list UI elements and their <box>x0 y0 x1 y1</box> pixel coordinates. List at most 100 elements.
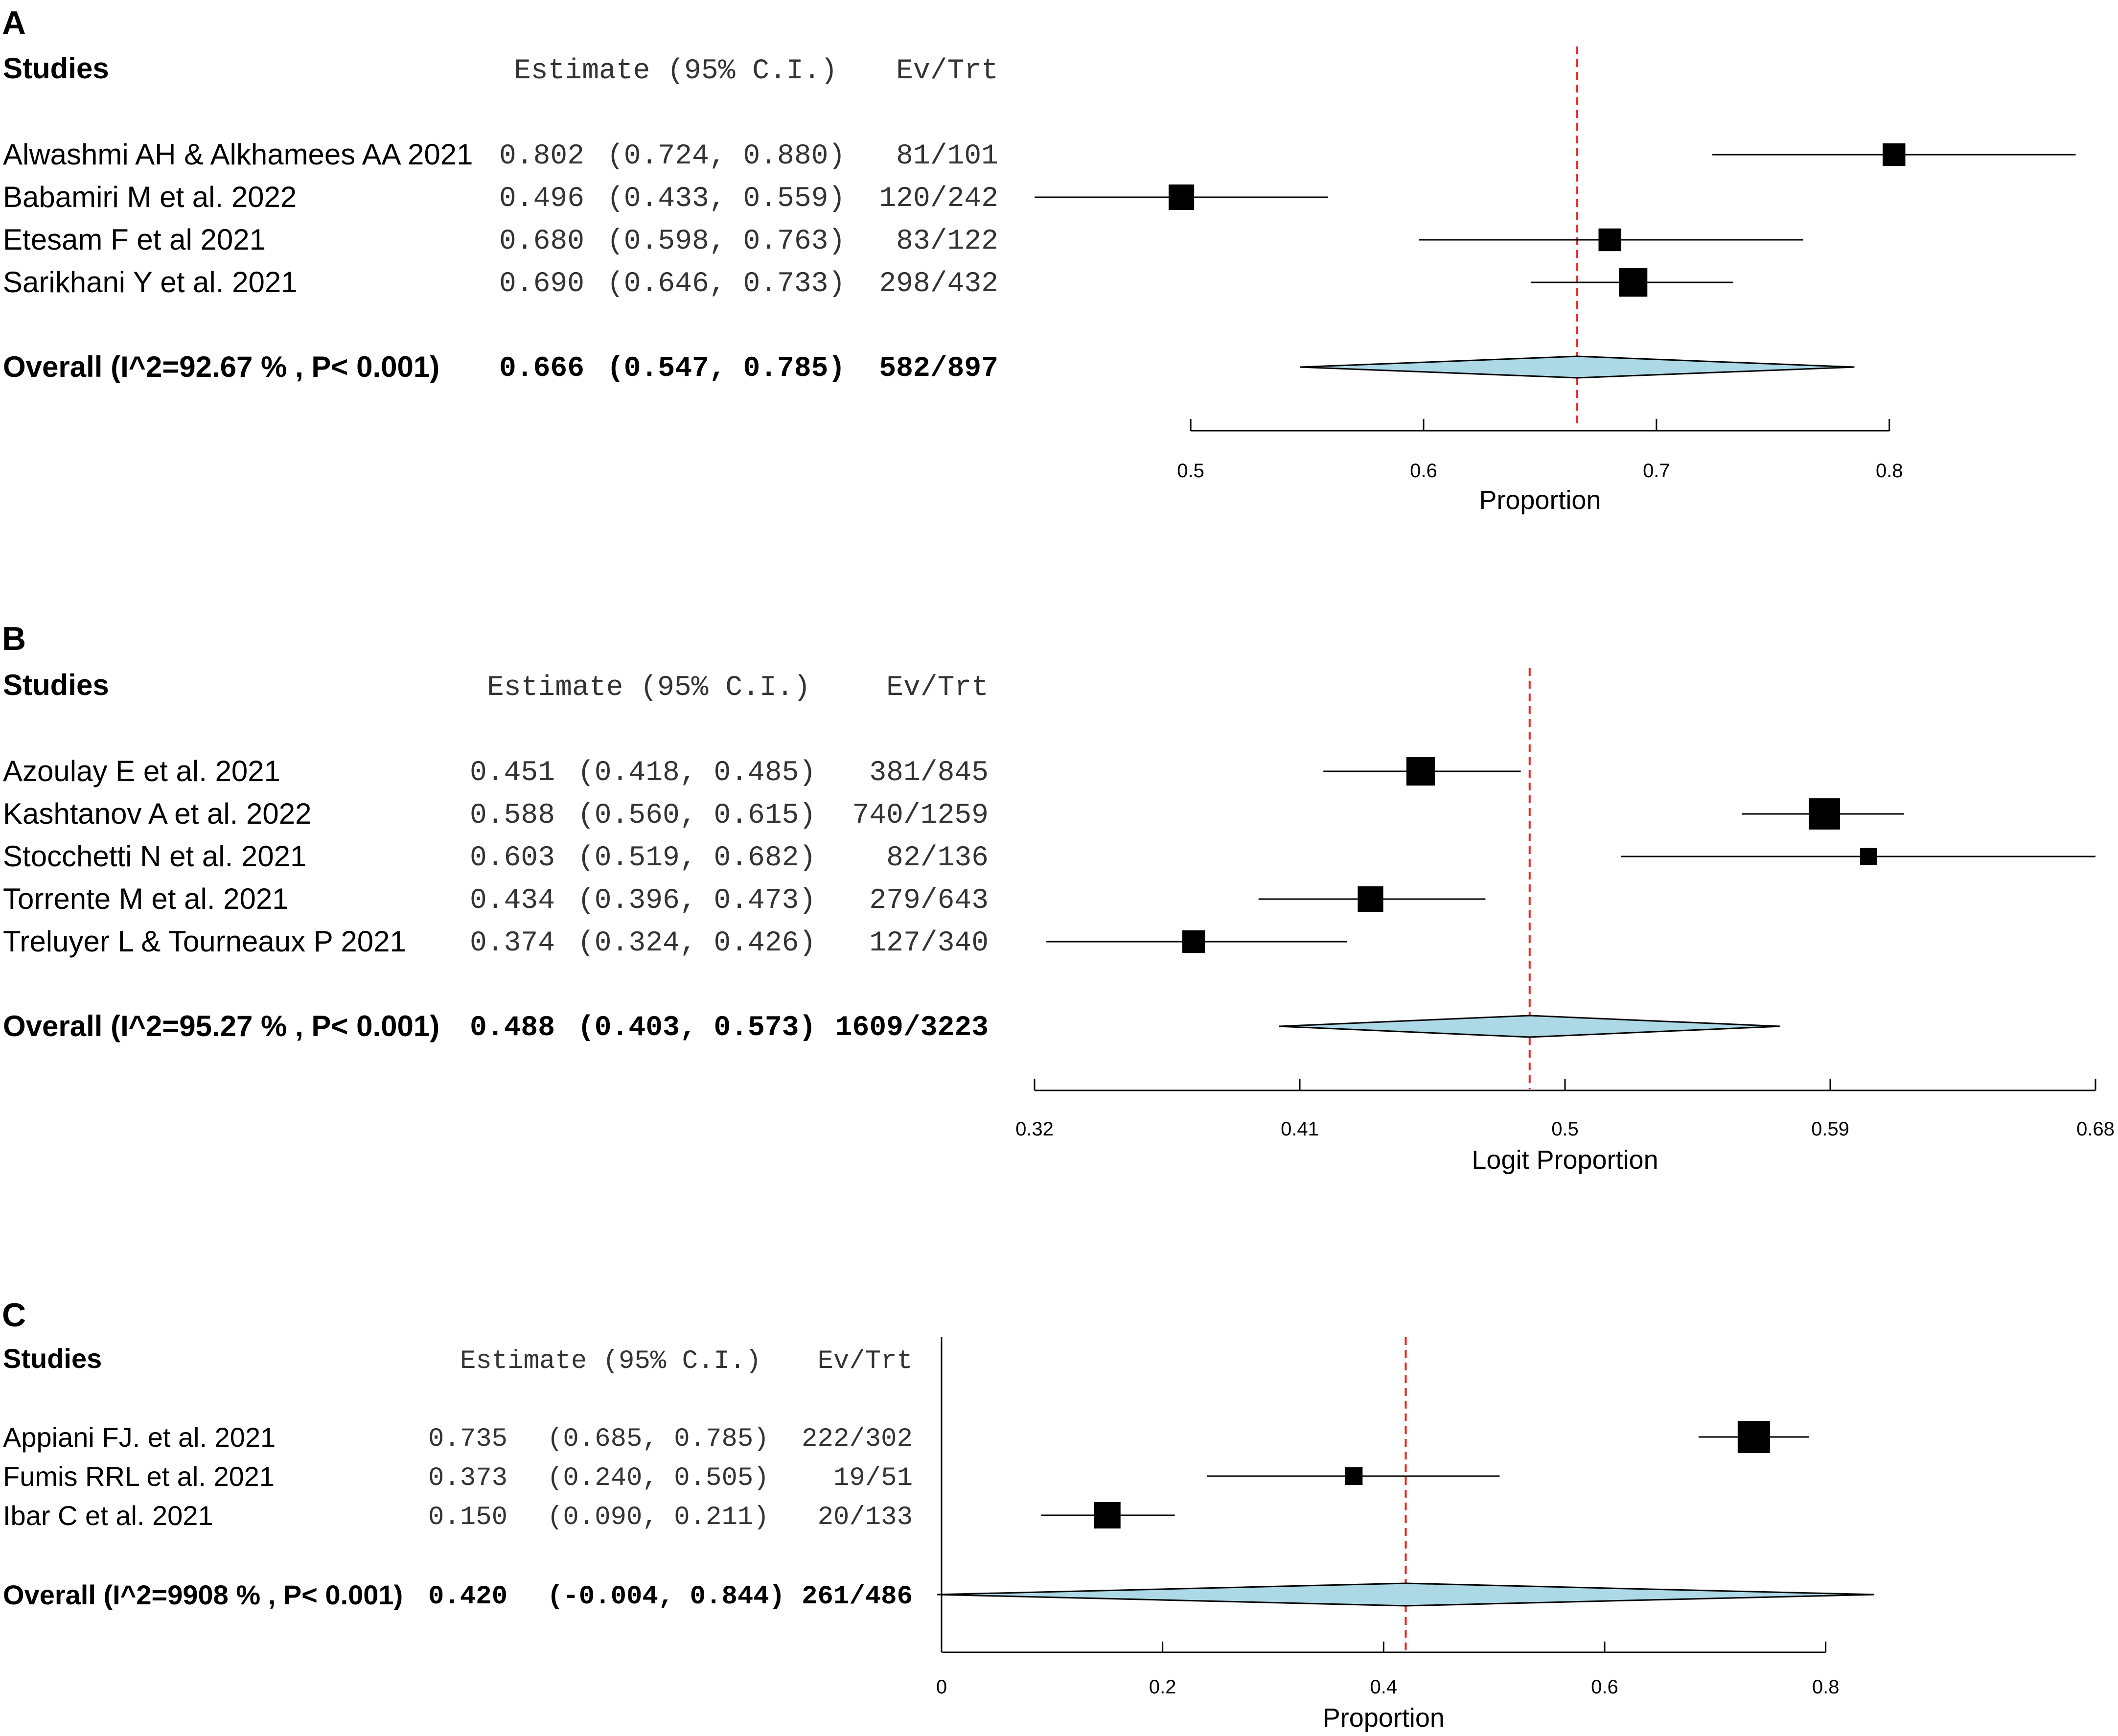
study-row: Babamiri M et al. 2022 0.496 (0.433, 0.559… <box>3 181 1328 215</box>
header-evtrt: Ev/Trt <box>818 1346 913 1376</box>
x-axis: 0.5 0.6 0.7 0.8 Proportion <box>1177 419 1903 515</box>
study-ci: (0.519, 0.682) <box>577 842 816 874</box>
forest-panel-b: B Studies Estimate (95% C.I.) Ev/Trt Azoulay… <box>2 620 2115 1175</box>
study-estimate: 0.735 <box>428 1424 507 1454</box>
study-name: Babamiri M et al. 2022 <box>3 181 297 213</box>
overall-evtrt: 1609/3223 <box>835 1012 989 1044</box>
estimate-box <box>1094 1502 1121 1528</box>
study-row: Fumis RRL et al. 2021 0.373 (0.240, 0.505)… <box>3 1461 1500 1493</box>
study-name: Torrente M et al. 2021 <box>3 882 289 915</box>
study-name: Kashtanov A et al. 2022 <box>3 797 312 830</box>
study-estimate: 0.150 <box>428 1503 507 1532</box>
x-tick-label: 0.5 <box>1177 460 1204 482</box>
study-estimate: 0.802 <box>499 140 584 172</box>
study-ci: (0.090, 0.211) <box>547 1503 769 1532</box>
x-tick-label: 0.6 <box>1591 1676 1618 1698</box>
x-tick-label: 0.8 <box>1812 1676 1840 1698</box>
study-name: Treluyer L & Tourneaux P 2021 <box>3 925 406 958</box>
study-evtrt: 81/101 <box>896 140 998 172</box>
overall-row: Overall (I^2=9908 % , P< 0.001) 0.420 (-0.… <box>3 1579 1875 1612</box>
header-studies: Studies <box>3 1343 102 1374</box>
estimate-box <box>1406 757 1435 786</box>
study-name: Etesam F et al 2021 <box>3 223 266 256</box>
study-evtrt: 19/51 <box>833 1463 913 1493</box>
estimate-box <box>1883 143 1906 166</box>
study-evtrt: 279/643 <box>869 885 989 917</box>
estimate-box <box>1619 268 1648 297</box>
study-evtrt: 222/302 <box>802 1424 913 1454</box>
overall-ci: (0.547, 0.785) <box>607 353 845 385</box>
estimate-box <box>1358 886 1383 912</box>
study-evtrt: 381/845 <box>869 757 989 789</box>
overall-estimate: 0.488 <box>470 1012 555 1044</box>
study-estimate: 0.588 <box>470 800 555 832</box>
overall-estimate: 0.420 <box>428 1582 507 1612</box>
study-estimate: 0.680 <box>499 226 584 257</box>
overall-estimate: 0.666 <box>499 353 584 385</box>
overall-diamond <box>1279 1015 1780 1038</box>
header-evtrt: Ev/Trt <box>886 672 989 704</box>
study-name: Fumis RRL et al. 2021 <box>3 1461 275 1492</box>
study-ci: (0.240, 0.505) <box>547 1463 769 1493</box>
study-row: Alwashmi AH & Alkhamees AA 2021 0.802 (0.7… <box>3 138 2076 172</box>
study-name: Ibar C et al. 2021 <box>3 1500 213 1531</box>
x-axis: 0 0.2 0.4 0.6 0.8 Proportion <box>936 1642 1840 1733</box>
study-ci: (0.418, 0.485) <box>577 757 816 789</box>
header-estimate: Estimate (95% C.I.) <box>487 672 810 704</box>
x-axis-label: Proportion <box>1479 486 1601 515</box>
study-name: Sarikhani Y et al. 2021 <box>3 266 298 299</box>
overall-diamond <box>1300 355 1855 379</box>
study-evtrt: 120/242 <box>879 183 998 215</box>
panel-label: B <box>2 620 26 657</box>
study-ci: (0.396, 0.473) <box>577 885 816 917</box>
header-studies: Studies <box>3 52 109 85</box>
panel-label: A <box>2 4 26 42</box>
header-estimate: Estimate (95% C.I.) <box>514 55 837 87</box>
x-tick-label: 0.59 <box>1811 1118 1849 1140</box>
overall-label: Overall (I^2=92.67 % , P< 0.001) <box>3 350 439 383</box>
estimate-box <box>1168 184 1195 210</box>
forest-panel-a: A Studies Estimate (95% C.I.) Ev/Trt Alwashm… <box>2 4 2076 515</box>
study-row: Torrente M et al. 2021 0.434 (0.396, 0.473… <box>3 882 1486 917</box>
overall-row: Overall (I^2=95.27 % , P< 0.001) 0.488 (0.… <box>3 1010 1780 1044</box>
overall-row: Overall (I^2=92.67 % , P< 0.001) 0.666 (0.… <box>3 350 1855 385</box>
estimate-box <box>1737 1421 1770 1453</box>
study-estimate: 0.690 <box>499 268 584 300</box>
study-ci: (0.324, 0.426) <box>577 927 816 959</box>
study-row: Appiani FJ. et al. 2021 0.735 (0.685, 0.78… <box>3 1421 1809 1454</box>
study-ci: (0.724, 0.880) <box>607 140 845 172</box>
x-tick-label: 0.41 <box>1281 1118 1319 1140</box>
x-axis-label: Logit Proportion <box>1472 1145 1658 1175</box>
overall-label: Overall (I^2=9908 % , P< 0.001) <box>3 1579 403 1610</box>
study-name: Alwashmi AH & Alkhamees AA 2021 <box>3 138 473 171</box>
x-axis: 0.32 0.41 0.5 0.59 0.68 Logit Proportion <box>1015 1079 2115 1175</box>
study-row: Sarikhani Y et al. 2021 0.690 (0.646, 0.73… <box>3 266 1733 300</box>
overall-diamond <box>937 1582 1875 1607</box>
study-estimate: 0.374 <box>470 927 555 959</box>
header-evtrt: Ev/Trt <box>896 55 998 87</box>
study-evtrt: 298/432 <box>879 268 998 300</box>
study-row: Treluyer L & Tourneaux P 2021 0.374 (0.324… <box>3 925 1347 959</box>
study-estimate: 0.373 <box>428 1463 507 1493</box>
study-row: Stocchetti N et al. 2021 0.603 (0.519, 0.6… <box>3 840 2095 874</box>
overall-ci: (0.403, 0.573) <box>577 1012 816 1044</box>
study-evtrt: 127/340 <box>869 927 989 959</box>
overall-evtrt: 582/897 <box>879 353 998 385</box>
study-ci: (0.560, 0.615) <box>577 800 816 832</box>
study-name: Stocchetti N et al. 2021 <box>3 840 306 873</box>
header-studies: Studies <box>3 669 109 701</box>
x-tick-label: 0.6 <box>1410 460 1437 482</box>
x-tick-label: 0.68 <box>2076 1118 2115 1140</box>
estimate-box <box>1809 798 1840 830</box>
estimate-box <box>1598 228 1621 252</box>
study-row: Etesam F et al 2021 0.680 (0.598, 0.763) 83… <box>3 223 1803 257</box>
study-evtrt: 82/136 <box>886 842 989 874</box>
study-estimate: 0.434 <box>470 885 555 917</box>
study-row: Azoulay E et al. 2021 0.451 (0.418, 0.485)… <box>3 755 1521 789</box>
x-tick-label: 0 <box>936 1676 947 1698</box>
study-estimate: 0.496 <box>499 183 584 215</box>
study-ci: (0.646, 0.733) <box>607 268 845 300</box>
forest-panel-c: C Studies Estimate (95% C.I.) Ev/Trt Appiani… <box>2 1296 1875 1733</box>
panel-label: C <box>2 1296 26 1334</box>
x-tick-label: 0.2 <box>1149 1676 1176 1698</box>
